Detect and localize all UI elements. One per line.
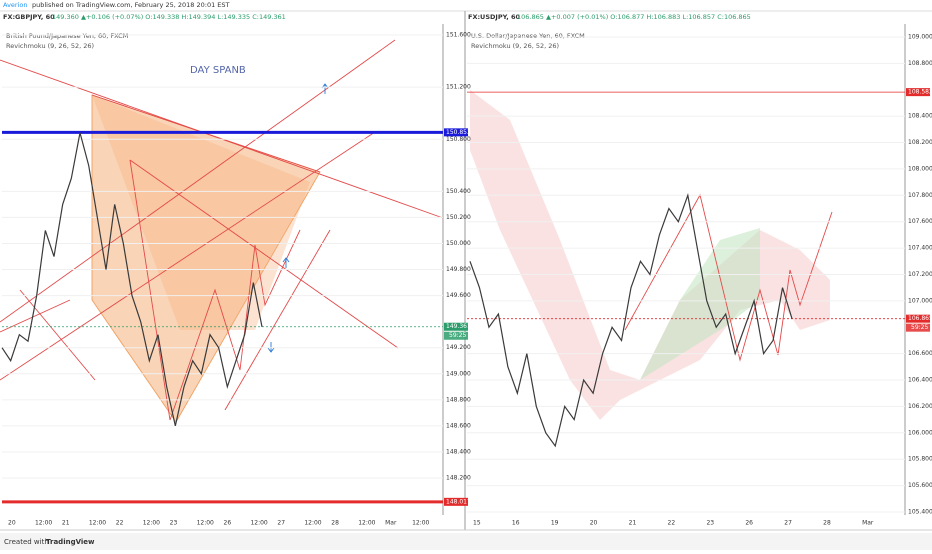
y-tick-label: 107.600 [908, 218, 932, 225]
countdown: 59:25 [449, 332, 466, 339]
level-label: 106.865 [908, 315, 932, 322]
price-line [1, 132, 263, 427]
x-tick-label: 12:00 [89, 520, 106, 527]
y-tick-label: 106.400 [908, 377, 932, 384]
y-tick-label: 106.200 [908, 403, 932, 410]
indicator: Revichmoku (9, 26, 52, 26) [6, 42, 94, 50]
x-tick-label: 22 [668, 520, 676, 527]
indicator: Revichmoku (9, 26, 52, 26) [471, 42, 559, 50]
y-tick-label: 106.000 [908, 429, 932, 436]
level-label: 148.017 [446, 498, 471, 505]
y-tick-label: 148.600 [446, 422, 471, 429]
x-tick-label: 12:00 [35, 520, 52, 527]
y-tick-label: 106.600 [908, 350, 932, 357]
x-tick-label: 15 [473, 520, 481, 527]
instrument-name: U.S. Dollar/Japanese Yen, 60, FXCM [471, 32, 585, 40]
y-tick-label: 150.400 [446, 188, 471, 195]
y-tick-label: 108.800 [908, 60, 932, 67]
y-tick-label: 109.000 [908, 33, 932, 40]
y-tick-label: 108.200 [908, 139, 932, 146]
x-tick-label: 16 [512, 520, 520, 527]
y-tick-label: 105.800 [908, 456, 932, 463]
quote: 106.865 ▲+0.007 (+0.01%) O:106.877 H:106… [517, 13, 751, 21]
y-tick-label: 149.800 [446, 266, 471, 273]
y-tick-label: 149.000 [446, 370, 471, 377]
x-tick-label: 27 [784, 520, 792, 527]
x-tick-label: 23 [706, 520, 714, 527]
y-tick-label: 149.200 [446, 344, 471, 351]
y-tick-label: 149.600 [446, 292, 471, 299]
level-label: 108.582 [908, 89, 932, 96]
symbol: FX:GBPJPY, 60 [3, 13, 55, 21]
y-tick-label: 151.600 [446, 32, 471, 39]
footer-brand[interactable]: TradingView [46, 538, 95, 546]
countdown: 59:25 [911, 324, 928, 331]
x-tick-label: 26 [745, 520, 753, 527]
author[interactable]: Averion [3, 1, 28, 9]
x-tick-label: 28 [331, 520, 339, 527]
x-tick-label: 12:00 [412, 520, 429, 527]
countdown-bg [906, 323, 930, 332]
y-tick-label: 148.400 [446, 448, 471, 455]
x-tick-label: 27 [277, 520, 285, 527]
x-tick-label: 12:00 [250, 520, 267, 527]
y-tick-label: 108.400 [908, 113, 932, 120]
level-label-bg [444, 322, 468, 331]
x-tick-label: 26 [224, 520, 232, 527]
y-tick-label: 107.200 [908, 271, 932, 278]
y-tick-label: 148.800 [446, 396, 471, 403]
level-label: 150.853 [446, 129, 471, 136]
x-tick-label: 28 [823, 520, 831, 527]
x-tick-label: 19 [551, 520, 559, 527]
x-tick-label: 12:00 [304, 520, 321, 527]
annotation: DAY SPANB [190, 65, 246, 76]
level-label-bg [906, 314, 930, 323]
x-tick-label: Mar [862, 520, 874, 527]
level-label-bg [444, 497, 468, 506]
x-tick-label: 22 [116, 520, 124, 527]
y-tick-label: 107.400 [908, 245, 932, 252]
instrument-name: British Pound/Japanese Yen, 60, FXCM [6, 32, 128, 40]
y-tick-label: 105.600 [908, 482, 932, 489]
x-tick-label: 20 [8, 520, 16, 527]
drawings [470, 90, 833, 420]
y-tick-label: 150.200 [446, 214, 471, 221]
quote: 149.360 ▲+0.106 (+0.07%) O:149.338 H:149… [52, 13, 286, 21]
level-label: 149.361 [446, 323, 471, 330]
y-tick-label: 148.200 [446, 474, 471, 481]
y-tick-label: 150.000 [446, 240, 471, 247]
published: published on TradingView.com, February 2… [32, 1, 230, 9]
y-tick-label: 151.200 [446, 84, 471, 91]
countdown-bg [444, 331, 468, 340]
x-tick-label: 12:00 [358, 520, 375, 527]
y-tick-label: 107.800 [908, 192, 932, 199]
x-tick-label: 21 [629, 520, 637, 527]
footer-bar [0, 533, 932, 550]
price-line [469, 192, 793, 448]
x-tick-label: 12:00 [197, 520, 214, 527]
level-label-bg [906, 88, 930, 97]
x-tick-label: Mar [385, 520, 397, 527]
y-tick-label: 105.400 [908, 508, 932, 515]
y-tick-label: 107.000 [908, 297, 932, 304]
x-tick-label: 21 [62, 520, 70, 527]
symbol: FX:USDJPY, 60 [468, 13, 520, 21]
x-tick-label: 23 [170, 520, 178, 527]
x-tick-label: 20 [590, 520, 598, 527]
y-tick-label: 150.800 [446, 136, 471, 143]
level-label-bg [444, 128, 468, 137]
x-tick-label: 12:00 [143, 520, 160, 527]
footer-text: Created with [4, 538, 49, 546]
y-tick-label: 108.000 [908, 165, 932, 172]
